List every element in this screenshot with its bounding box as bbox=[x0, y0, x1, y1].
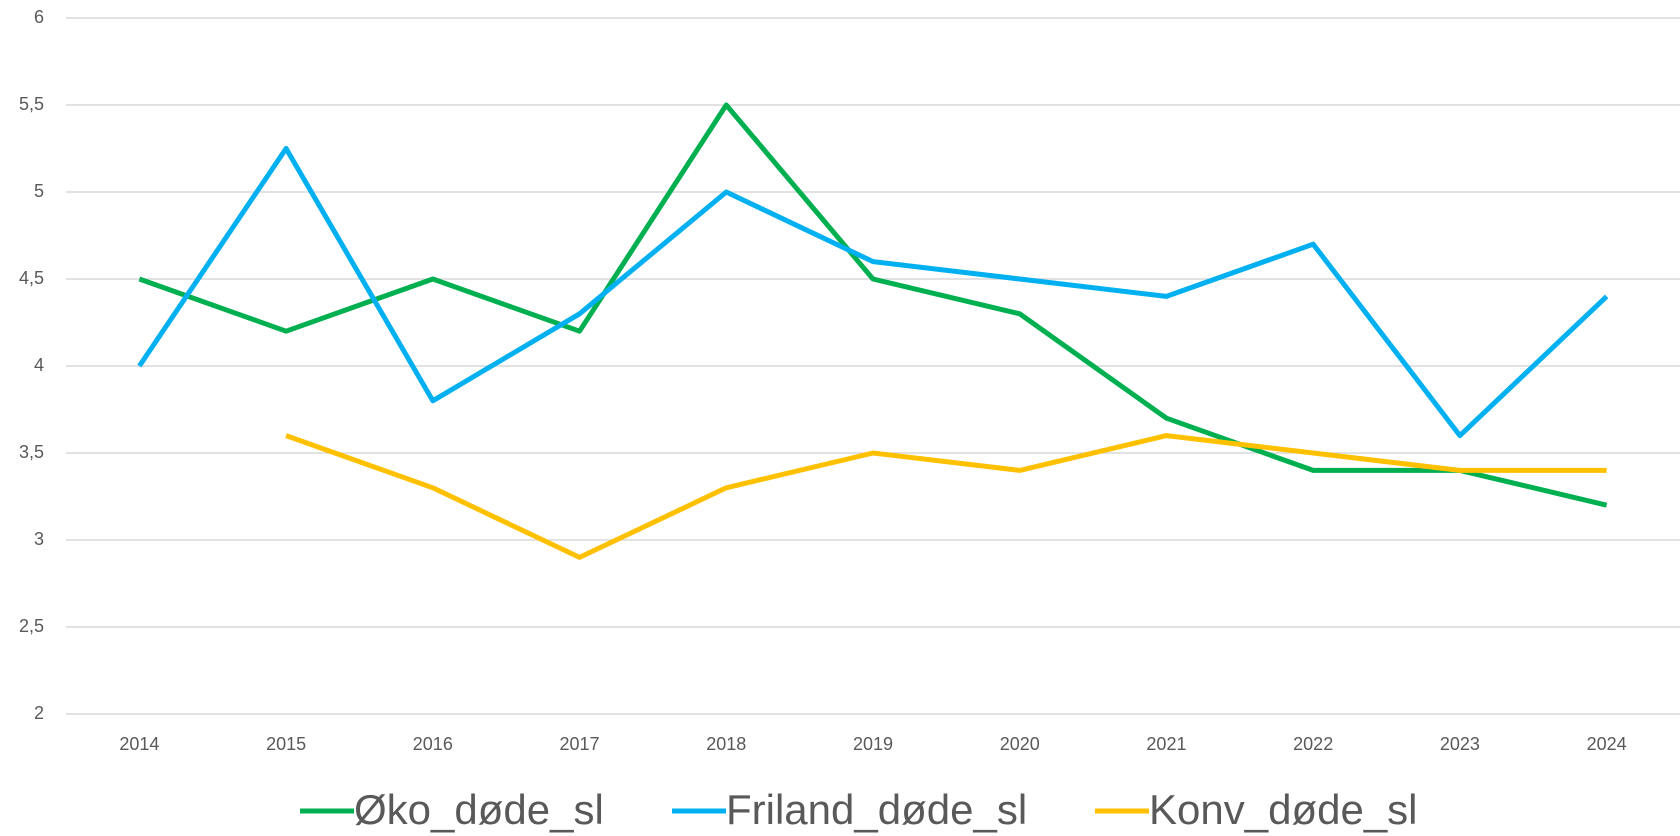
x-tick-label: 2020 bbox=[1000, 734, 1040, 754]
legend-label: Øko_døde_sl bbox=[354, 786, 604, 833]
x-tick-label: 2022 bbox=[1293, 734, 1333, 754]
y-tick-label: 4,5 bbox=[19, 268, 44, 288]
series-line bbox=[137, 146, 1609, 439]
series-line bbox=[285, 433, 1607, 560]
y-tick-label: 2 bbox=[34, 703, 44, 723]
legend-label: Konv_døde_sl bbox=[1149, 786, 1418, 833]
y-tick-label: 3 bbox=[34, 529, 44, 549]
y-tick-label: 2,5 bbox=[19, 616, 44, 636]
y-tick-label: 4 bbox=[34, 355, 44, 375]
x-tick-label: 2024 bbox=[1587, 734, 1627, 754]
y-tick-label: 5 bbox=[34, 181, 44, 201]
y-tick-label: 6 bbox=[34, 7, 44, 27]
x-tick-label: 2018 bbox=[706, 734, 746, 754]
y-tick-label: 5,5 bbox=[19, 94, 44, 114]
y-tick-label: 3,5 bbox=[19, 442, 44, 462]
legend-label: Friland_døde_sl bbox=[726, 786, 1027, 833]
series-line bbox=[138, 102, 1608, 508]
x-tick-label: 2015 bbox=[266, 734, 306, 754]
x-tick-label: 2019 bbox=[853, 734, 893, 754]
x-tick-label: 2021 bbox=[1146, 734, 1186, 754]
x-tick-label: 2017 bbox=[560, 734, 600, 754]
x-tick-label: 2023 bbox=[1440, 734, 1480, 754]
x-tick-label: 2014 bbox=[119, 734, 159, 754]
x-tick-label: 2016 bbox=[413, 734, 453, 754]
